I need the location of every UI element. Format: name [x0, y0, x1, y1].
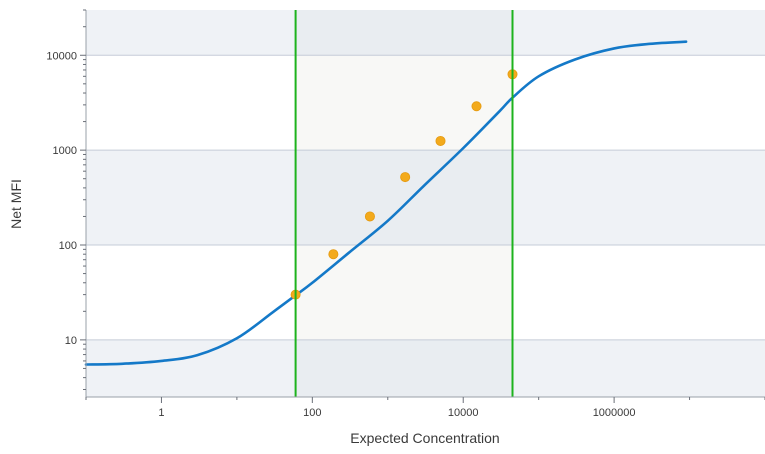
y-axis-title: Net MFI — [8, 179, 24, 229]
data-point — [364, 211, 375, 222]
y-tick-label: 10000 — [46, 50, 77, 62]
x-tick-label: 1 — [158, 407, 164, 419]
y-tick-label: 10 — [65, 335, 77, 347]
range-shading — [295, 10, 513, 397]
data-point — [435, 135, 446, 146]
x-axis-title: Expected Concentration — [350, 430, 499, 446]
x-tick-label: 1000000 — [593, 407, 636, 419]
x-tick-label: 10000 — [448, 407, 479, 419]
range-band — [295, 245, 513, 340]
range-markers — [294, 10, 514, 397]
data-point — [400, 172, 411, 183]
y-ticks: 10 100 1000 10000 — [46, 9, 86, 390]
x-ticks: 1 100 10000 1000000 — [85, 397, 765, 419]
fit-curve-layer — [84, 40, 688, 366]
data-point — [328, 249, 339, 260]
data-point — [471, 101, 482, 112]
range-band — [295, 150, 513, 246]
y-tick-label: 1000 — [53, 145, 77, 157]
x-tick-label: 100 — [303, 407, 321, 419]
y-gridlines — [86, 54, 765, 341]
range-band — [295, 339, 513, 397]
fit-curve — [84, 40, 688, 366]
y-tick-label: 100 — [59, 240, 77, 252]
axes — [85, 10, 765, 398]
range-band — [295, 10, 513, 56]
